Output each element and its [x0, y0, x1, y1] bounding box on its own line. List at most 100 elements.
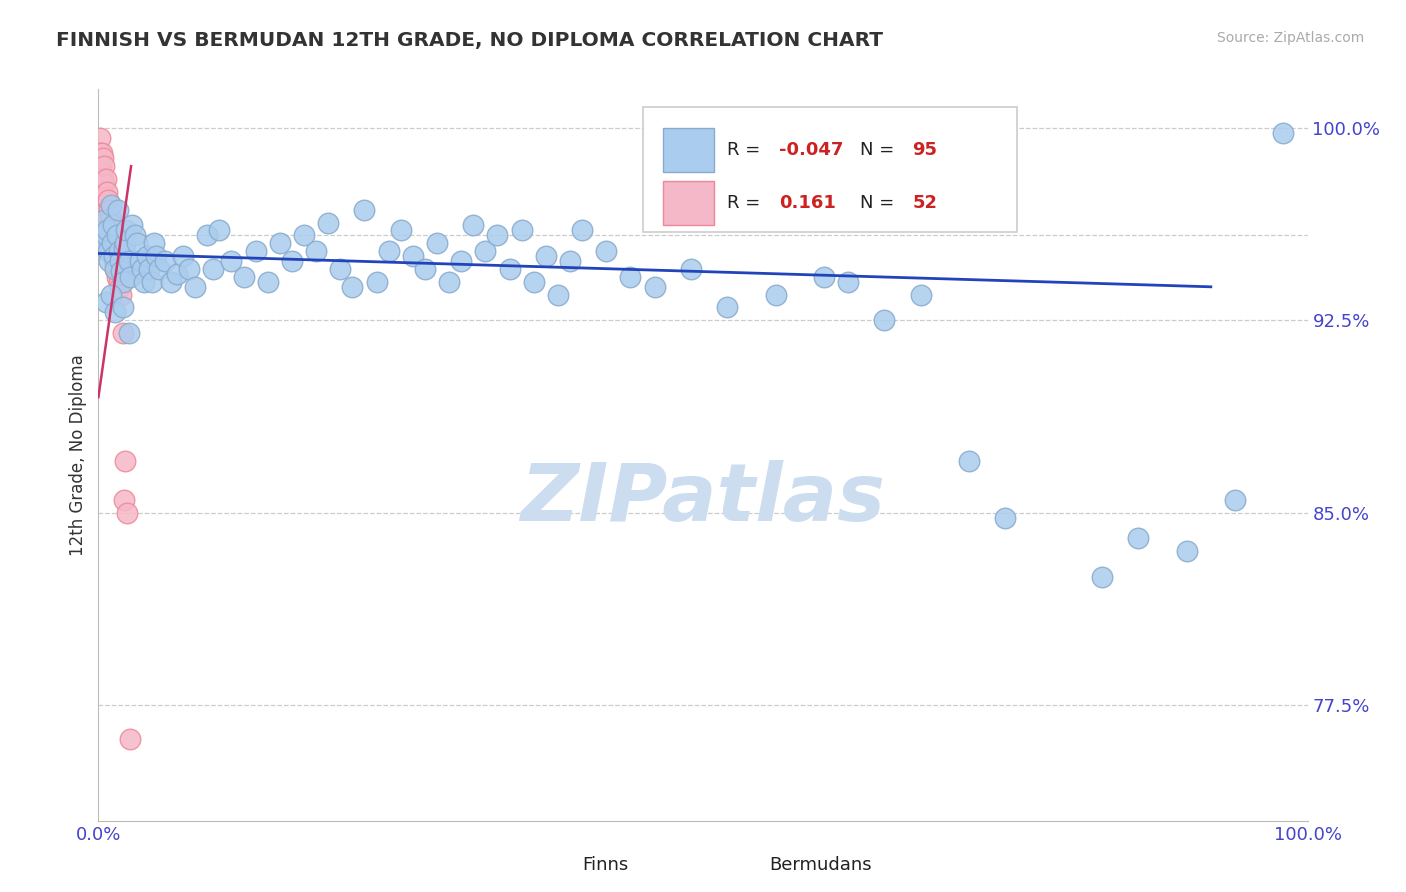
Text: Finns: Finns — [582, 855, 628, 873]
Point — [1128, 532, 1150, 546]
Point — [426, 236, 449, 251]
Point — [437, 275, 460, 289]
Text: -0.047: -0.047 — [779, 141, 844, 159]
Point — [245, 244, 267, 258]
Point — [121, 218, 143, 232]
Point — [115, 223, 138, 237]
Point — [89, 146, 111, 161]
Point — [957, 454, 980, 468]
Point — [91, 211, 114, 225]
Point — [138, 261, 160, 276]
Point — [402, 249, 425, 263]
Bar — [716, 851, 754, 880]
Text: 95: 95 — [912, 141, 938, 159]
Point — [96, 236, 118, 251]
Point — [292, 228, 315, 243]
Point — [100, 244, 122, 258]
Point — [145, 249, 167, 263]
Point — [547, 287, 569, 301]
Point — [98, 218, 121, 232]
Y-axis label: 12th Grade, No Diploma: 12th Grade, No Diploma — [69, 354, 87, 556]
Point — [141, 275, 163, 289]
Point — [90, 159, 112, 173]
Point — [112, 241, 135, 255]
Point — [105, 228, 128, 243]
Point — [101, 228, 124, 243]
Point — [104, 244, 127, 258]
Point — [118, 254, 141, 268]
Point — [107, 261, 129, 276]
Point — [353, 202, 375, 217]
Point — [100, 197, 122, 211]
Point — [172, 249, 194, 263]
Point — [108, 254, 131, 268]
Point — [389, 223, 412, 237]
Point — [108, 280, 131, 294]
Bar — [664, 128, 714, 172]
Point — [91, 172, 114, 186]
Point — [96, 223, 118, 237]
Point — [97, 211, 120, 225]
Point — [1272, 126, 1295, 140]
Point — [98, 254, 121, 268]
Text: R =: R = — [727, 141, 766, 159]
Text: 0.161: 0.161 — [779, 194, 837, 211]
Point — [1223, 492, 1246, 507]
Point — [571, 223, 593, 237]
Point — [221, 254, 243, 268]
Point — [202, 261, 225, 276]
Point — [153, 254, 176, 268]
Point — [91, 146, 114, 161]
Point — [134, 275, 156, 289]
Point — [93, 216, 115, 230]
Point — [910, 287, 932, 301]
Point — [619, 269, 641, 284]
Point — [114, 236, 136, 251]
Point — [118, 731, 141, 746]
Point — [97, 244, 120, 258]
Point — [413, 261, 436, 276]
Point — [160, 275, 183, 289]
Point — [105, 254, 128, 268]
Point — [103, 236, 125, 251]
Text: Bermudans: Bermudans — [769, 855, 872, 873]
Text: ZIPatlas: ZIPatlas — [520, 459, 886, 538]
Point — [89, 131, 111, 145]
Point — [765, 287, 787, 301]
Point — [90, 177, 112, 191]
Point — [510, 223, 533, 237]
Point — [93, 159, 115, 173]
Point — [100, 236, 122, 251]
Point — [117, 506, 139, 520]
Point — [873, 313, 896, 327]
Point — [1091, 570, 1114, 584]
Point — [100, 236, 122, 251]
Point — [716, 301, 738, 315]
Point — [498, 261, 520, 276]
Point — [100, 228, 122, 243]
Point — [450, 254, 472, 268]
Point — [98, 202, 121, 217]
Point — [305, 244, 328, 258]
Point — [96, 185, 118, 199]
Text: Source: ZipAtlas.com: Source: ZipAtlas.com — [1216, 31, 1364, 45]
Point — [96, 218, 118, 232]
Point — [127, 236, 149, 251]
Point — [110, 264, 132, 278]
Point — [103, 249, 125, 263]
Bar — [527, 851, 567, 880]
Point — [103, 254, 125, 268]
Point — [98, 236, 121, 251]
Point — [128, 254, 150, 268]
Point — [644, 280, 666, 294]
Point — [105, 269, 128, 284]
Point — [101, 246, 124, 260]
Point — [329, 261, 352, 276]
Point — [148, 261, 170, 276]
FancyBboxPatch shape — [643, 108, 1018, 232]
Point — [94, 172, 117, 186]
Text: R =: R = — [727, 194, 766, 211]
Point — [118, 326, 141, 340]
Point — [111, 301, 134, 315]
Point — [813, 269, 835, 284]
